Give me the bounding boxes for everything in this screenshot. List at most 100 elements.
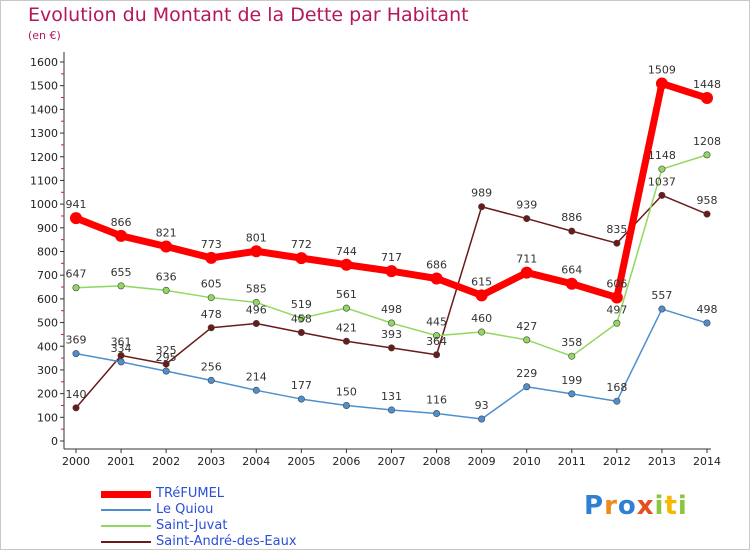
- data-point: [703, 210, 711, 218]
- data-label: 364: [426, 335, 447, 348]
- legend-item: Saint-André-des-Eaux: [101, 534, 331, 550]
- data-point: [72, 284, 80, 292]
- data-label: 358: [561, 336, 582, 349]
- data-point: [297, 395, 305, 403]
- x-tick-label: 2000: [62, 455, 90, 468]
- x-tick-label: 2004: [242, 455, 270, 468]
- data-label: 150: [336, 385, 357, 398]
- data-label: 445: [426, 316, 447, 329]
- proxiti-logo: Proxiti: [584, 491, 688, 521]
- x-tick-label: 2002: [152, 455, 180, 468]
- data-point: [342, 337, 350, 345]
- data-point: [160, 240, 173, 253]
- data-label: 256: [201, 360, 222, 373]
- y-tick-label: 700: [37, 269, 58, 282]
- data-point: [252, 298, 260, 306]
- data-label: 393: [381, 328, 402, 341]
- data-point: [70, 212, 82, 225]
- legend-item: Le Quiou: [101, 502, 331, 518]
- logo-letter: i: [654, 491, 665, 521]
- y-tick-label: 800: [37, 246, 58, 259]
- data-label: 1148: [648, 149, 676, 162]
- data-label: 519: [291, 298, 312, 311]
- data-point: [387, 319, 395, 327]
- data-point: [72, 350, 80, 358]
- data-point: [613, 319, 621, 327]
- data-label: 605: [201, 278, 222, 291]
- x-tick-label: 2012: [603, 455, 631, 468]
- x-tick-label: 2013: [648, 455, 676, 468]
- x-tick-label: 2008: [423, 455, 451, 468]
- data-point: [701, 92, 713, 105]
- x-tick-label: 2010: [513, 455, 541, 468]
- data-point: [252, 386, 260, 394]
- data-point: [613, 239, 621, 247]
- chart-title: Evolution du Montant de la Dette par Hab…: [28, 4, 469, 26]
- x-tick-label: 2006: [332, 455, 360, 468]
- data-point: [117, 358, 125, 366]
- data-point: [205, 251, 218, 264]
- data-point: [655, 77, 668, 90]
- data-label: 1509: [648, 64, 676, 77]
- legend-label: Saint-André-des-Eaux: [156, 534, 297, 549]
- data-label: 939: [516, 199, 537, 212]
- data-point: [252, 320, 260, 328]
- data-label: 1208: [693, 135, 721, 148]
- data-point: [342, 401, 350, 409]
- y-tick-label: 1600: [30, 56, 58, 69]
- y-tick-label: 500: [37, 317, 58, 330]
- data-point: [115, 229, 128, 242]
- data-label: 958: [697, 194, 718, 207]
- x-tick-label: 2007: [378, 455, 406, 468]
- data-label: 199: [561, 374, 582, 387]
- data-label: 615: [471, 275, 492, 288]
- data-label: 941: [66, 198, 87, 211]
- legend-label: Saint-Juvat: [156, 518, 228, 533]
- data-label: 636: [156, 270, 177, 283]
- y-tick-label: 600: [37, 293, 58, 306]
- data-label: 458: [291, 313, 312, 326]
- data-label: 886: [561, 211, 582, 224]
- data-point: [387, 406, 395, 414]
- data-label: 497: [606, 303, 627, 316]
- logo-letter: P: [584, 491, 605, 521]
- y-tick-label: 400: [37, 340, 58, 353]
- data-point: [162, 360, 170, 368]
- data-label: 561: [336, 288, 357, 301]
- data-point: [207, 376, 215, 384]
- data-label: 801: [246, 231, 267, 244]
- legend-swatch: [101, 509, 151, 511]
- data-label: 655: [111, 266, 132, 279]
- data-point: [703, 151, 711, 159]
- data-point: [295, 252, 308, 265]
- y-tick-label: 1400: [30, 103, 58, 116]
- data-point: [475, 289, 488, 302]
- data-label: 460: [471, 312, 492, 325]
- x-tick-label: 2005: [287, 455, 315, 468]
- data-label: 498: [697, 303, 718, 316]
- data-point: [297, 329, 305, 337]
- data-label: 369: [66, 334, 87, 347]
- data-point: [610, 291, 623, 304]
- y-tick-label: 1300: [30, 127, 58, 140]
- data-point: [342, 304, 350, 312]
- data-point: [523, 336, 531, 344]
- data-label: 866: [111, 216, 132, 229]
- y-tick-label: 1200: [30, 151, 58, 164]
- legend-item: Saint-Juvat: [101, 518, 331, 534]
- data-point: [568, 352, 576, 360]
- data-point: [433, 351, 441, 359]
- data-label: 295: [156, 351, 177, 364]
- data-label: 557: [651, 289, 672, 302]
- y-tick-label: 200: [37, 388, 58, 401]
- data-label: 835: [606, 223, 627, 236]
- data-point: [250, 245, 263, 258]
- data-label: 686: [426, 259, 447, 272]
- data-point: [340, 258, 353, 271]
- x-tick-label: 2001: [107, 455, 135, 468]
- data-label: 334: [111, 342, 132, 355]
- data-point: [478, 203, 486, 211]
- data-point: [523, 215, 531, 223]
